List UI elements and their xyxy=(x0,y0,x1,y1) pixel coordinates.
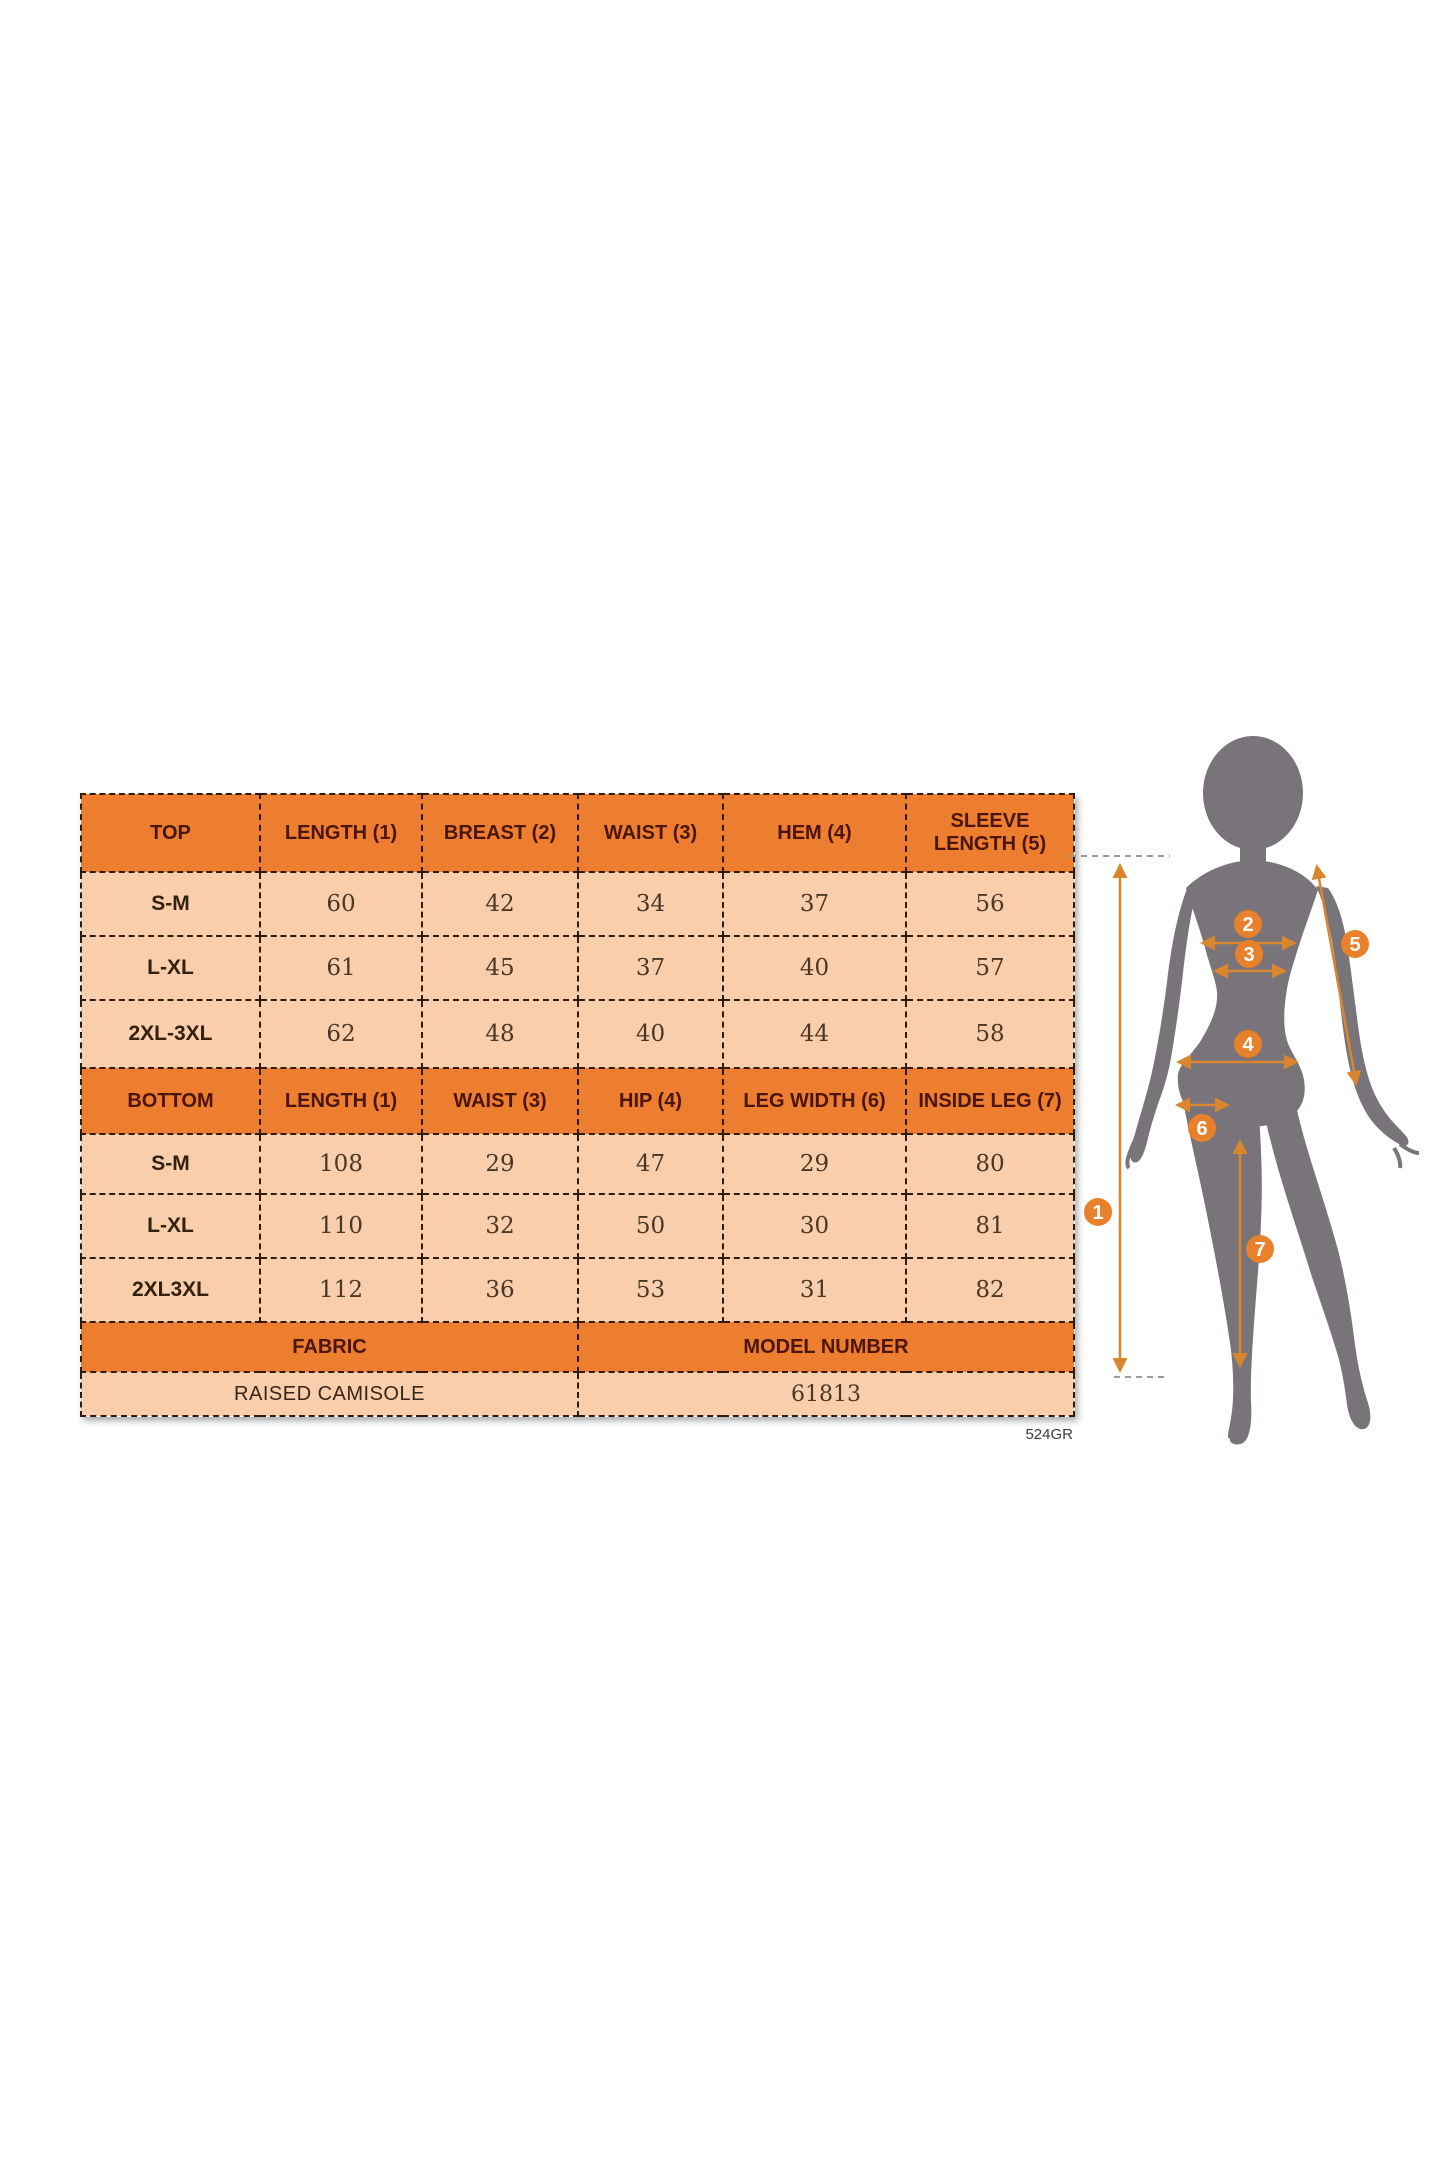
fabric-header-cell: FABRIC xyxy=(80,1321,579,1373)
header-cell-inside-leg: INSIDE LEG (7) xyxy=(905,1067,1075,1135)
data-cell: 56 xyxy=(905,871,1075,937)
marker-badge-5: 5 xyxy=(1341,930,1369,958)
svg-text:3: 3 xyxy=(1243,944,1254,966)
header-cell-top: TOP xyxy=(80,793,261,873)
marker-badge-3: 3 xyxy=(1235,940,1263,968)
size-label: L-XL xyxy=(80,1193,261,1259)
svg-text:4: 4 xyxy=(1242,1034,1254,1056)
svg-text:1: 1 xyxy=(1092,1202,1103,1224)
data-cell: 40 xyxy=(577,999,724,1069)
marker-badge-6: 6 xyxy=(1188,1114,1216,1142)
size-label: S-M xyxy=(80,1133,261,1195)
marker-badge-4: 4 xyxy=(1234,1030,1262,1058)
data-cell: 82 xyxy=(905,1257,1075,1323)
data-cell: 112 xyxy=(259,1257,423,1323)
bottom-header-row: BOTTOM LENGTH (1) WAIST (3) HIP (4) LEG … xyxy=(80,1067,1075,1135)
data-cell: 45 xyxy=(421,935,579,1001)
data-cell: 60 xyxy=(259,871,423,937)
body-silhouette-diagram: 1 2 3 4 5 6 7 xyxy=(1070,736,1420,1445)
data-cell: 108 xyxy=(259,1133,423,1195)
data-cell: 47 xyxy=(577,1133,724,1195)
info-header-row: FABRIC MODEL NUMBER xyxy=(80,1321,1075,1373)
data-cell: 80 xyxy=(905,1133,1075,1195)
data-cell: 30 xyxy=(722,1193,907,1259)
marker-badge-1: 1 xyxy=(1084,1198,1112,1226)
data-cell: 29 xyxy=(722,1133,907,1195)
style-code-label: 524GR xyxy=(1025,1426,1073,1443)
header-cell-waist: WAIST (3) xyxy=(577,793,724,873)
fabric-value-cell: RAISED CAMISOLE xyxy=(80,1371,579,1417)
marker-badge-2: 2 xyxy=(1234,910,1262,938)
data-cell: 53 xyxy=(577,1257,724,1323)
svg-text:2: 2 xyxy=(1242,914,1253,936)
data-cell: 57 xyxy=(905,935,1075,1001)
data-cell: 31 xyxy=(722,1257,907,1323)
model-number-header-cell: MODEL NUMBER xyxy=(577,1321,1075,1373)
header-cell-hem: HEM (4) xyxy=(722,793,907,873)
data-cell: 62 xyxy=(259,999,423,1069)
header-cell-length: LENGTH (1) xyxy=(259,1067,423,1135)
measure-arrow-5-sleeve xyxy=(1311,864,1362,1086)
data-cell: 81 xyxy=(905,1193,1075,1259)
data-cell: 42 xyxy=(421,871,579,937)
table-row: L-XL 61 45 37 40 57 xyxy=(80,935,1075,1001)
top-header-row: TOP LENGTH (1) BREAST (2) WAIST (3) HEM … xyxy=(80,793,1075,873)
marker-badge-7: 7 xyxy=(1246,1235,1274,1263)
table-row: S-M 108 29 47 29 80 xyxy=(80,1133,1075,1195)
info-value-row: RAISED CAMISOLE 61813 xyxy=(80,1371,1075,1417)
header-cell-leg-width: LEG WIDTH (6) xyxy=(722,1067,907,1135)
svg-text:7: 7 xyxy=(1254,1239,1265,1261)
data-cell: 29 xyxy=(421,1133,579,1195)
data-cell: 50 xyxy=(577,1193,724,1259)
size-label: L-XL xyxy=(80,935,261,1001)
header-cell-hip: HIP (4) xyxy=(577,1067,724,1135)
data-cell: 34 xyxy=(577,871,724,937)
header-cell-length: LENGTH (1) xyxy=(259,793,423,873)
size-label: S-M xyxy=(80,871,261,937)
data-cell: 48 xyxy=(421,999,579,1069)
data-cell: 58 xyxy=(905,999,1075,1069)
header-cell-waist: WAIST (3) xyxy=(421,1067,579,1135)
data-cell: 44 xyxy=(722,999,907,1069)
data-cell: 61 xyxy=(259,935,423,1001)
svg-text:6: 6 xyxy=(1196,1118,1207,1140)
header-cell-breast: BREAST (2) xyxy=(421,793,579,873)
data-cell: 40 xyxy=(722,935,907,1001)
header-cell-sleeve-length: SLEEVE LENGTH (5) xyxy=(905,793,1075,873)
model-number-value-cell: 61813 xyxy=(577,1371,1075,1417)
table-row: 2XL-3XL 62 48 40 44 58 xyxy=(80,999,1075,1069)
table-row: S-M 60 42 34 37 56 xyxy=(80,871,1075,937)
data-cell: 110 xyxy=(259,1193,423,1259)
data-cell: 36 xyxy=(421,1257,579,1323)
table-row: L-XL 110 32 50 30 81 xyxy=(80,1193,1075,1259)
header-cell-bottom: BOTTOM xyxy=(80,1067,261,1135)
size-chart-table: TOP LENGTH (1) BREAST (2) WAIST (3) HEM … xyxy=(80,793,1075,1417)
data-cell: 37 xyxy=(722,871,907,937)
svg-text:5: 5 xyxy=(1349,934,1360,956)
size-label: 2XL-3XL xyxy=(80,999,261,1069)
measurement-figure: 1 2 3 4 5 6 7 xyxy=(1050,700,1440,1500)
woman-silhouette-icon xyxy=(1125,736,1420,1445)
size-label: 2XL3XL xyxy=(80,1257,261,1323)
data-cell: 37 xyxy=(577,935,724,1001)
table-row: 2XL3XL 112 36 53 31 82 xyxy=(80,1257,1075,1323)
data-cell: 32 xyxy=(421,1193,579,1259)
